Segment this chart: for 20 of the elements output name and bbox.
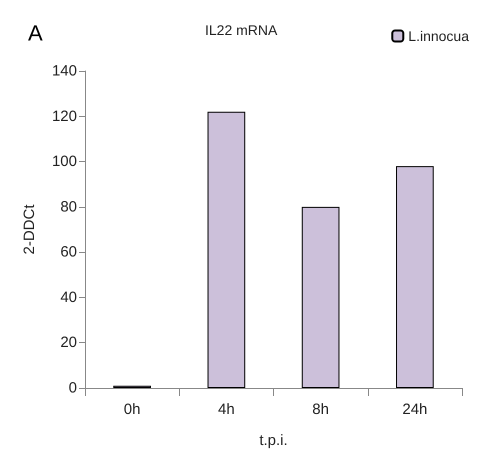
y-tick-label: 120 <box>52 108 77 125</box>
x-axis-title: t.p.i. <box>259 432 288 449</box>
chart-title: IL22 mRNA <box>205 22 278 38</box>
bar <box>396 166 434 388</box>
y-tick-label: 60 <box>60 244 77 261</box>
y-tick-label: 0 <box>68 380 77 396</box>
bar <box>302 206 340 388</box>
y-axis-title: 2-DDCt <box>21 204 38 255</box>
x-tick-label: 24h <box>402 401 428 418</box>
bar <box>208 112 246 388</box>
x-tick-label: 4h <box>218 401 235 418</box>
y-tick-label: 100 <box>52 153 77 170</box>
y-tick-label: 20 <box>60 334 77 352</box>
x-tick-label: 0h <box>124 401 140 418</box>
legend-label: L.innocua <box>408 28 470 44</box>
y-tick-label: 40 <box>60 288 77 306</box>
text: A <box>28 20 43 46</box>
x-tick-label: 8h <box>312 401 329 418</box>
y-tick-label: 80 <box>60 198 77 216</box>
y-tick-label: 140 <box>52 62 77 80</box>
